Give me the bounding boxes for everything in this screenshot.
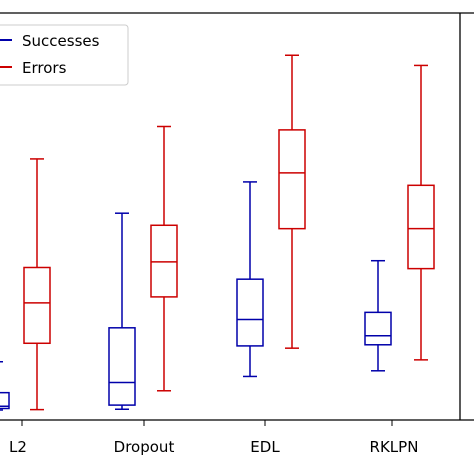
x-tick-labels: L2 Dropout EDL RKLPN xyxy=(9,420,418,456)
legend-label-errors: Errors xyxy=(22,59,67,77)
box-plot-marks xyxy=(0,54,435,411)
successes-dropout-box xyxy=(108,327,136,406)
x-tick-label-edl: EDL xyxy=(250,438,280,456)
errors-dropout-box xyxy=(150,224,178,298)
x-tick-label-l2: L2 xyxy=(9,438,27,456)
x-tick-label-rklpn: RKLPN xyxy=(370,438,419,456)
legend-frame xyxy=(0,24,129,86)
successes-l2-box xyxy=(0,391,10,410)
successes-edl-box xyxy=(236,278,264,347)
errors-edl-box xyxy=(278,129,306,230)
legend: Successes Errors xyxy=(0,24,129,86)
successes-rklpn-box xyxy=(364,311,392,346)
errors-rklpn-box xyxy=(407,184,435,270)
legend-label-successes: Successes xyxy=(22,32,100,50)
x-tick-label-dropout: Dropout xyxy=(114,438,175,456)
errors-l2-box xyxy=(23,266,51,345)
